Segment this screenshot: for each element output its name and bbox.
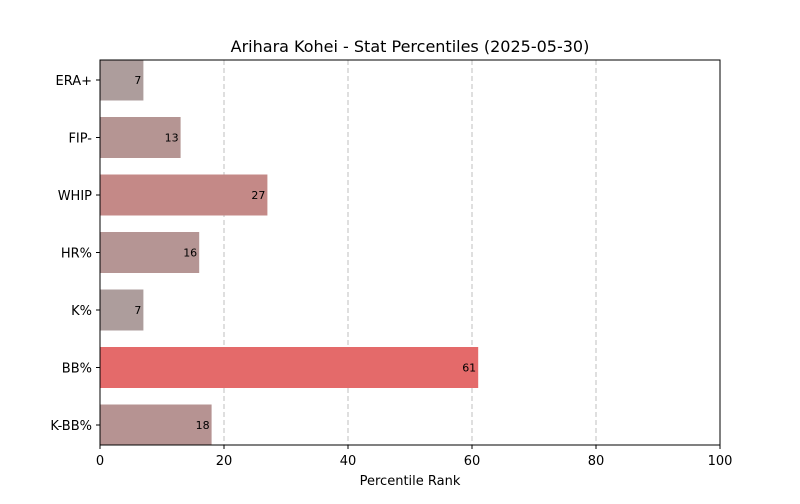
x-tick-label: 100 — [708, 454, 733, 469]
x-tick-label: 20 — [216, 454, 233, 469]
y-tick-label: BB% — [62, 362, 92, 377]
x-tick-label: 0 — [96, 454, 104, 469]
x-tick-label: 60 — [464, 454, 481, 469]
y-tick-label: FIP- — [68, 132, 92, 147]
x-tick-label: 80 — [588, 454, 605, 469]
x-axis-label: Percentile Rank — [360, 474, 461, 489]
data-label: 7 — [134, 74, 141, 87]
x-tick-label: 40 — [340, 454, 357, 469]
chart-title: Arihara Kohei - Stat Percentiles (2025-0… — [231, 37, 590, 56]
bar — [100, 404, 212, 446]
bars — [100, 59, 479, 446]
y-tick-label: WHIP — [58, 189, 92, 204]
bar — [100, 232, 200, 273]
y-tick-label: K-BB% — [50, 419, 92, 434]
y-axis-ticks: ERA+ FIP- WHIP HR% K% BB% K-BB% — [50, 74, 100, 434]
bar — [100, 59, 144, 101]
x-axis-ticks: 0 20 40 60 80 100 — [96, 445, 733, 469]
bar — [100, 117, 181, 158]
y-tick-label: K% — [71, 304, 92, 319]
bar — [100, 347, 479, 388]
bar — [100, 289, 144, 331]
data-label: 7 — [134, 304, 141, 317]
data-label: 61 — [462, 362, 476, 375]
data-labels: 7 13 27 16 7 61 18 — [134, 74, 476, 432]
y-tick-label: HR% — [61, 247, 92, 262]
data-label: 13 — [165, 132, 179, 145]
data-label: 27 — [251, 189, 265, 202]
data-label: 18 — [196, 419, 210, 432]
data-label: 16 — [183, 247, 197, 260]
y-tick-label: ERA+ — [55, 74, 92, 89]
bar — [100, 174, 268, 216]
